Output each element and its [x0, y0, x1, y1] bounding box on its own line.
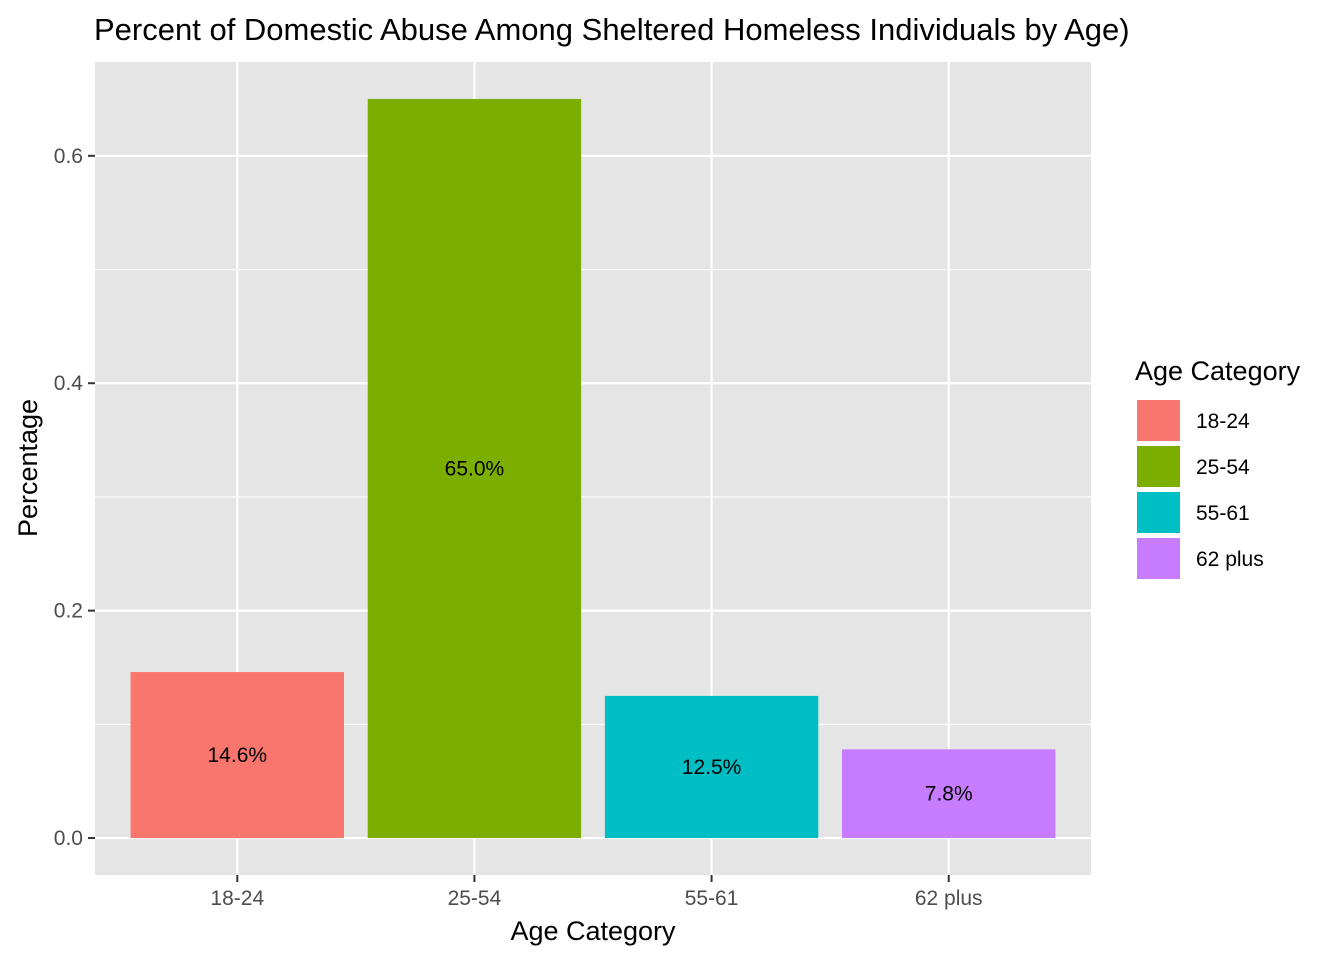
legend: Age Category 18-24 25-54 55-61 62 plus: [1135, 356, 1301, 579]
data-label: 7.8%: [925, 783, 973, 806]
y-tick-label: 0.6: [54, 145, 83, 168]
y-axis: 0.0 0.2 0.4 0.6: [54, 145, 95, 850]
legend-items: 18-24 25-54 55-61 62 plus: [1137, 400, 1264, 579]
legend-key: [1137, 400, 1180, 441]
legend-key: [1137, 492, 1180, 533]
x-axis-title: Age Category: [510, 916, 676, 946]
chart-title: Percent of Domestic Abuse Among Sheltere…: [94, 12, 1130, 47]
y-tick-label: 0.4: [54, 372, 84, 395]
y-tick-label: 0.0: [54, 827, 83, 850]
x-tick-label: 55-61: [685, 887, 739, 910]
y-tick-label: 0.2: [54, 600, 83, 623]
legend-label: 62 plus: [1196, 548, 1264, 571]
x-tick-label: 18-24: [210, 887, 264, 910]
bar-62-plus: [842, 749, 1056, 839]
data-label: 12.5%: [682, 756, 742, 779]
legend-key: [1137, 446, 1180, 487]
bars: [130, 98, 1056, 839]
data-label: 65.0%: [445, 458, 505, 481]
legend-label: 18-24: [1196, 410, 1250, 433]
legend-label: 25-54: [1196, 456, 1250, 479]
x-tick-label: 62 plus: [915, 887, 983, 910]
x-axis: 18-24 25-54 55-61 62 plus: [210, 875, 983, 910]
y-axis-title: Percentage: [13, 399, 43, 537]
x-tick-label: 25-54: [448, 887, 502, 910]
data-labels: 14.6% 65.0% 12.5% 7.8%: [208, 458, 973, 806]
legend-key: [1137, 538, 1180, 579]
data-label: 14.6%: [208, 744, 268, 767]
bar-25-54: [367, 98, 582, 839]
bar-18-24: [130, 672, 344, 839]
legend-label: 55-61: [1196, 502, 1250, 525]
bar-55-61: [604, 695, 819, 839]
legend-title: Age Category: [1135, 356, 1301, 386]
